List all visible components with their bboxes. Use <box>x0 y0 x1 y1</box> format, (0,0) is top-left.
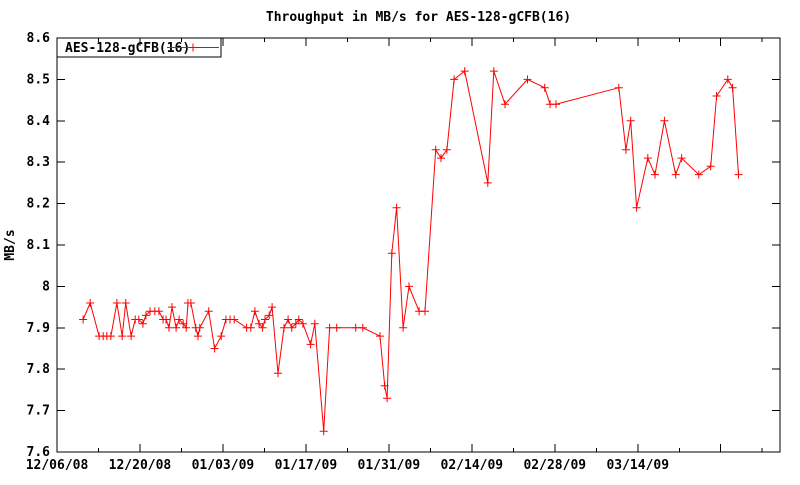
y-tick-label: 8 <box>42 279 50 294</box>
y-tick-label: 7.6 <box>27 445 51 460</box>
x-tick-label: 12/06/08 <box>26 458 89 473</box>
y-tick-label: 8.2 <box>27 197 50 212</box>
y-tick-label: 8.4 <box>27 114 51 129</box>
legend-sample-marker <box>189 43 197 52</box>
chart-title: Throughput in MB/s for AES-128-gCFB(16) <box>266 10 571 25</box>
y-tick-label: 7.8 <box>27 362 51 377</box>
x-tick-label: 02/14/09 <box>441 458 504 473</box>
y-tick-label: 7.7 <box>27 404 50 419</box>
legend-box <box>56 37 222 58</box>
y-tick-label: 8.6 <box>27 31 51 46</box>
data-point-markers <box>79 67 743 436</box>
data-series <box>79 67 743 436</box>
y-axis-title: MB/s <box>3 229 18 260</box>
legend: AES-128-gCFB(16) <box>56 37 222 58</box>
x-tick-label: 01/03/09 <box>192 458 255 473</box>
x-tick-label: 01/31/09 <box>358 458 421 473</box>
x-tick-label: 02/28/09 <box>523 458 586 473</box>
x-tick-label: 12/20/08 <box>109 458 172 473</box>
x-tick-label: 03/14/09 <box>606 458 669 473</box>
y-tick-label: 8.1 <box>27 238 51 253</box>
y-tick-label: 7.9 <box>27 321 50 336</box>
y-axis-ticks: 8.6 8.5 8.4 8.3 8.2 8.1 8 7.9 7.8 7.7 7.6 <box>27 31 780 460</box>
x-axis-ticks: 12/06/08 12/20/08 01/03/09 01/17/09 01/31/09… <box>26 38 763 473</box>
legend-label: AES-128-gCFB(16) <box>65 41 190 56</box>
y-tick-label: 8.5 <box>27 72 50 87</box>
y-tick-label: 8.3 <box>27 155 50 170</box>
x-tick-label: 01/17/09 <box>275 458 338 473</box>
